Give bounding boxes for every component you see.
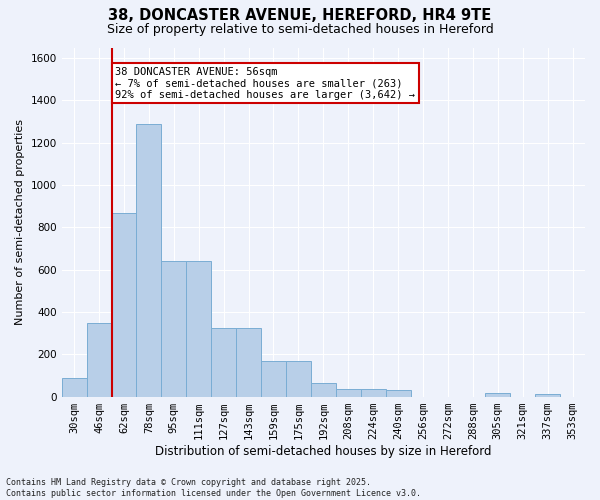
Bar (161, 261, 186, 396)
Text: 38 DONCASTER AVENUE: 56sqm
← 7% of semi-detached houses are smaller (263)
92% of: 38 DONCASTER AVENUE: 56sqm ← 7% of semi-… (115, 66, 415, 100)
X-axis label: Distribution of semi-detached houses by size in Hereford: Distribution of semi-detached houses by … (155, 444, 491, 458)
Text: Contains HM Land Registry data © Crown copyright and database right 2025.
Contai: Contains HM Land Registry data © Crown c… (6, 478, 421, 498)
Bar (86, 322, 112, 396)
Bar (136, 124, 161, 396)
Bar (485, 394, 510, 396)
Y-axis label: Number of semi-detached properties: Number of semi-detached properties (15, 119, 25, 325)
Bar (62, 378, 86, 396)
Bar (112, 212, 136, 396)
Text: 38, DONCASTER AVENUE, HEREFORD, HR4 9TE: 38, DONCASTER AVENUE, HEREFORD, HR4 9TE (109, 8, 491, 22)
Bar (261, 360, 286, 396)
Bar (211, 328, 236, 396)
Bar (311, 383, 336, 396)
Bar (361, 389, 386, 396)
Bar (286, 360, 311, 396)
Bar (336, 389, 361, 396)
Bar (186, 261, 211, 396)
Bar (386, 390, 410, 396)
Text: Size of property relative to semi-detached houses in Hereford: Size of property relative to semi-detach… (107, 22, 493, 36)
Bar (535, 394, 560, 396)
Bar (236, 328, 261, 396)
